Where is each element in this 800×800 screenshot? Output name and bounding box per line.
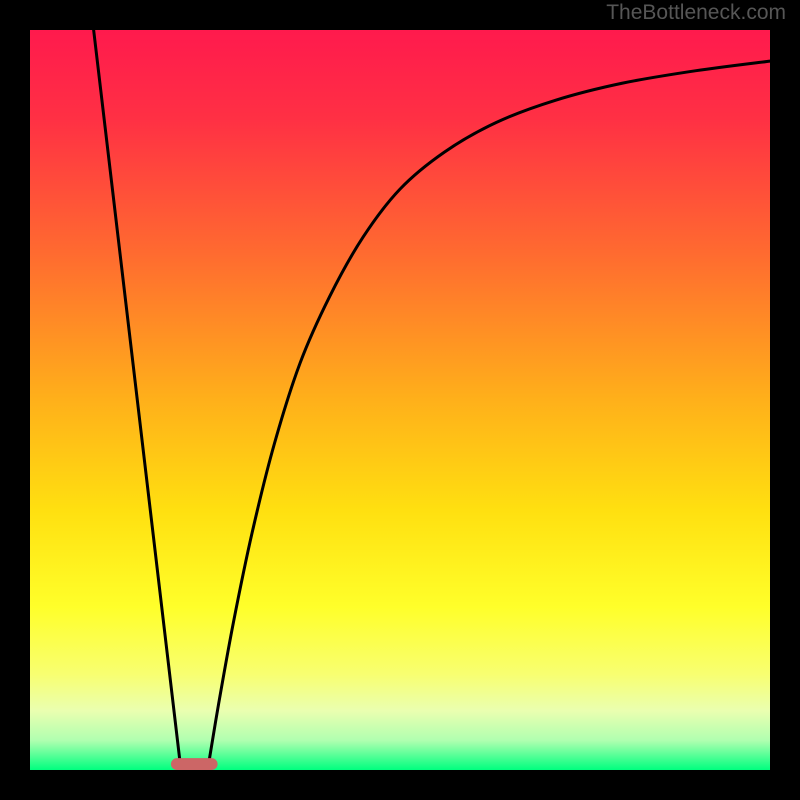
gradient-background [30,30,770,770]
optimal-range-marker [171,758,218,770]
chart-svg [0,0,800,800]
bottleneck-chart: TheBottleneck.com [0,0,800,800]
